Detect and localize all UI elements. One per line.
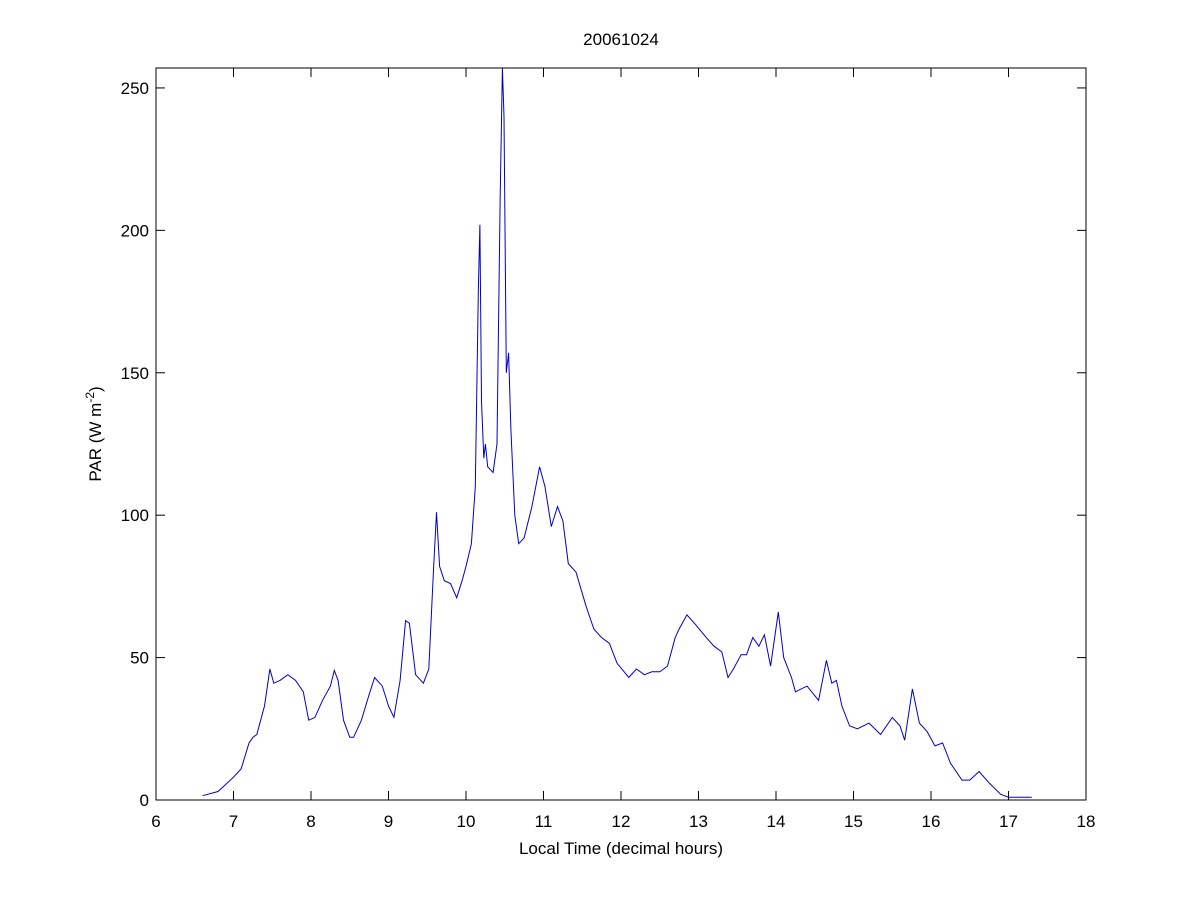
x-tick-label: 17 <box>999 812 1018 831</box>
plot-frame <box>155 67 1087 801</box>
y-tick-label: 200 <box>121 221 149 240</box>
x-tick-label: 13 <box>689 812 708 831</box>
x-tick-label: 9 <box>384 812 393 831</box>
y-axis-label: PAR (W m-2) <box>83 386 105 481</box>
x-tick-label: 15 <box>844 812 863 831</box>
y-label-main: PAR (W m <box>86 403 105 482</box>
x-tick-label: 8 <box>306 812 315 831</box>
chart-title: 20061024 <box>583 30 659 49</box>
x-axis-label: Local Time (decimal hours) <box>519 839 723 858</box>
y-tick-label: 50 <box>130 649 149 668</box>
x-tick-label: 12 <box>612 812 631 831</box>
y-tick-label: 0 <box>140 791 149 810</box>
x-tick-label: 11 <box>535 812 553 831</box>
x-tick-label: 14 <box>767 812 786 831</box>
x-tick-label: 10 <box>457 812 476 831</box>
y-label-end: ) <box>86 386 105 392</box>
y-tick-label: 150 <box>121 364 149 383</box>
y-label-sup: -2 <box>83 392 97 403</box>
data-line <box>202 67 1032 798</box>
x-tick-label: 6 <box>151 812 160 831</box>
y-tick-label: 100 <box>121 506 149 525</box>
y-tick-label: 250 <box>121 79 149 98</box>
x-tick-label: 7 <box>229 812 238 831</box>
x-tick-label: 18 <box>1077 812 1096 831</box>
x-tick-label: 16 <box>922 812 941 831</box>
